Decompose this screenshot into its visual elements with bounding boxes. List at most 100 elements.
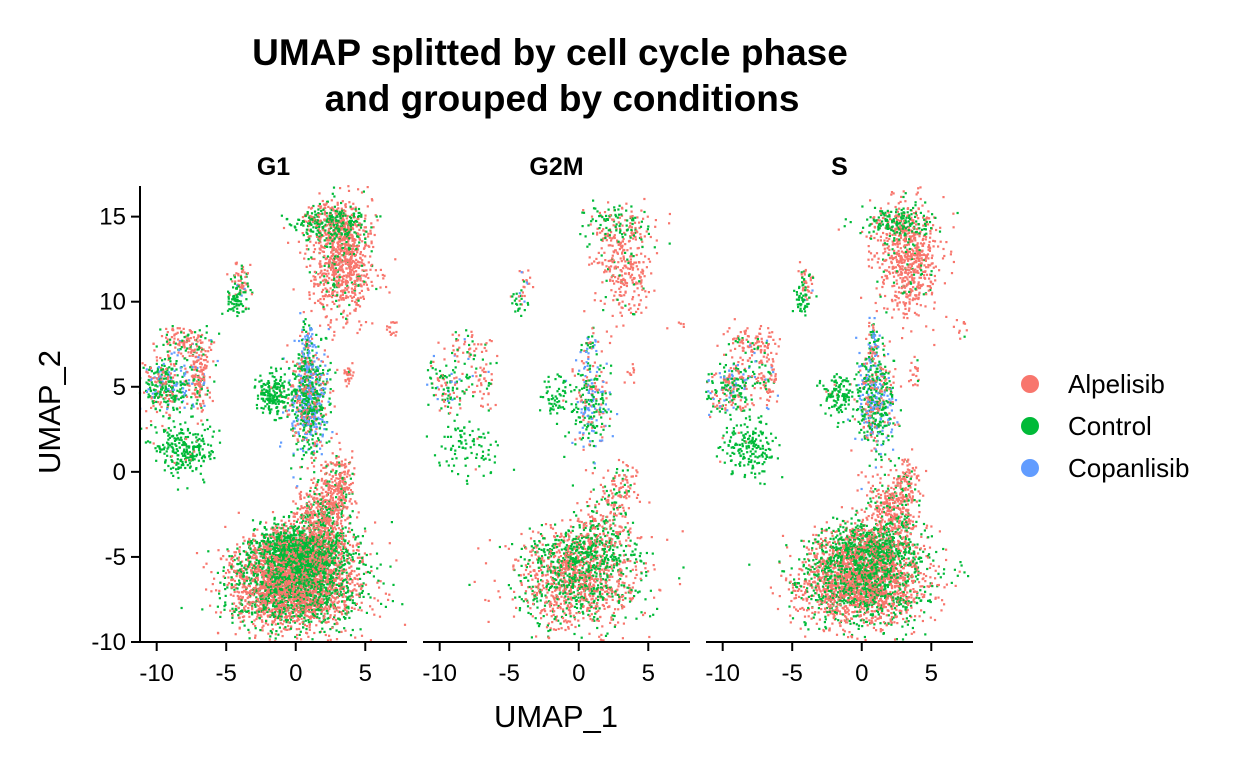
scatter-point (311, 575, 313, 577)
scatter-point (287, 621, 289, 623)
scatter-point (242, 536, 244, 538)
scatter-point (280, 622, 282, 624)
scatter-point (334, 480, 336, 482)
scatter-point (298, 578, 300, 580)
scatter-point (343, 560, 345, 562)
scatter-point (320, 533, 322, 535)
scatter-point (299, 516, 301, 518)
scatter-point (328, 481, 330, 483)
scatter-point (319, 566, 321, 568)
scatter-point (267, 574, 269, 576)
scatter-point (318, 581, 320, 583)
scatter-point (230, 586, 232, 588)
scatter-point (310, 511, 312, 513)
scatter-point (227, 584, 229, 586)
scatter-point (288, 615, 290, 617)
scatter-point (310, 563, 312, 565)
scatter-point (309, 629, 311, 631)
scatter-point (272, 612, 274, 614)
scatter-point (281, 595, 283, 597)
scatter-point (284, 608, 286, 610)
scatter-point (340, 522, 342, 524)
scatter-point (242, 616, 244, 618)
scatter-point (238, 607, 240, 609)
scatter-point (325, 634, 327, 636)
scatter-point (246, 578, 248, 580)
scatter-point (217, 606, 219, 608)
scatter-point (245, 587, 247, 589)
scatter-point (335, 528, 337, 530)
scatter-point (264, 571, 266, 573)
scatter-point (336, 629, 338, 631)
chart-title-line-1: UMAP splitted by cell cycle phase (252, 32, 848, 73)
scatter-point (267, 537, 269, 539)
scatter-point (238, 602, 240, 604)
scatter-point (225, 595, 227, 597)
scatter-point (391, 521, 393, 523)
scatter-point (352, 553, 354, 555)
scatter-point (310, 503, 312, 505)
scatter-point (262, 566, 264, 568)
scatter-point (333, 486, 335, 488)
scatter-point (337, 535, 339, 537)
scatter-point (312, 504, 314, 506)
scatter-point (338, 631, 340, 633)
scatter-point (320, 578, 322, 580)
scatter-point (314, 538, 316, 540)
scatter-point (292, 607, 294, 609)
scatter-point (260, 614, 262, 616)
scatter-point (234, 611, 236, 613)
scatter-point (300, 498, 302, 500)
scatter-point (298, 526, 300, 528)
scatter-point (335, 570, 337, 572)
scatter-point (335, 589, 337, 591)
scatter-point (344, 482, 346, 484)
scatter-point (320, 593, 322, 595)
scatter-point (219, 616, 221, 618)
scatter-point (287, 619, 289, 621)
scatter-point (270, 569, 272, 571)
scatter-point (323, 631, 325, 633)
scatter-point (326, 499, 328, 501)
scatter-point (344, 540, 346, 542)
scatter-point (253, 540, 255, 542)
scatter-point (243, 567, 245, 569)
scatter-point (310, 607, 312, 609)
scatter-point (306, 519, 308, 521)
scatter-point (239, 612, 241, 614)
scatter-point (318, 540, 320, 542)
scatter-point (326, 598, 328, 600)
scatter-point (359, 578, 361, 580)
scatter-point (335, 619, 337, 621)
scatter-point (274, 544, 276, 546)
scatter-point (338, 442, 340, 444)
scatter-point (340, 631, 342, 633)
scatter-point (265, 529, 267, 531)
scatter-point (296, 568, 298, 570)
scatter-point (358, 511, 360, 513)
scatter-point (235, 633, 237, 635)
scatter-point (215, 589, 217, 591)
scatter-point (209, 605, 211, 607)
scatter-point (245, 591, 247, 593)
scatter-point (325, 594, 327, 596)
scatter-point (304, 579, 306, 581)
scatter-point (273, 621, 275, 623)
facet-panels: G1-10 -5 0 5G2M-10 -5 0 5S-10 -5 0 5 (139, 153, 973, 687)
scatter-point (293, 573, 295, 575)
scatter-point (285, 525, 287, 527)
scatter-point (325, 592, 327, 594)
scatter-point (312, 542, 314, 544)
scatter-point (344, 466, 346, 468)
scatter-point (243, 582, 245, 584)
scatter-point (344, 487, 346, 489)
scatter-point (332, 522, 334, 524)
scatter-point (296, 603, 298, 605)
scatter-point (293, 620, 295, 622)
scatter-point (322, 496, 324, 498)
scatter-point (336, 584, 338, 586)
scatter-point (259, 566, 261, 568)
scatter-point (404, 624, 406, 626)
scatter-point (329, 561, 331, 563)
scatter-point (351, 457, 353, 459)
